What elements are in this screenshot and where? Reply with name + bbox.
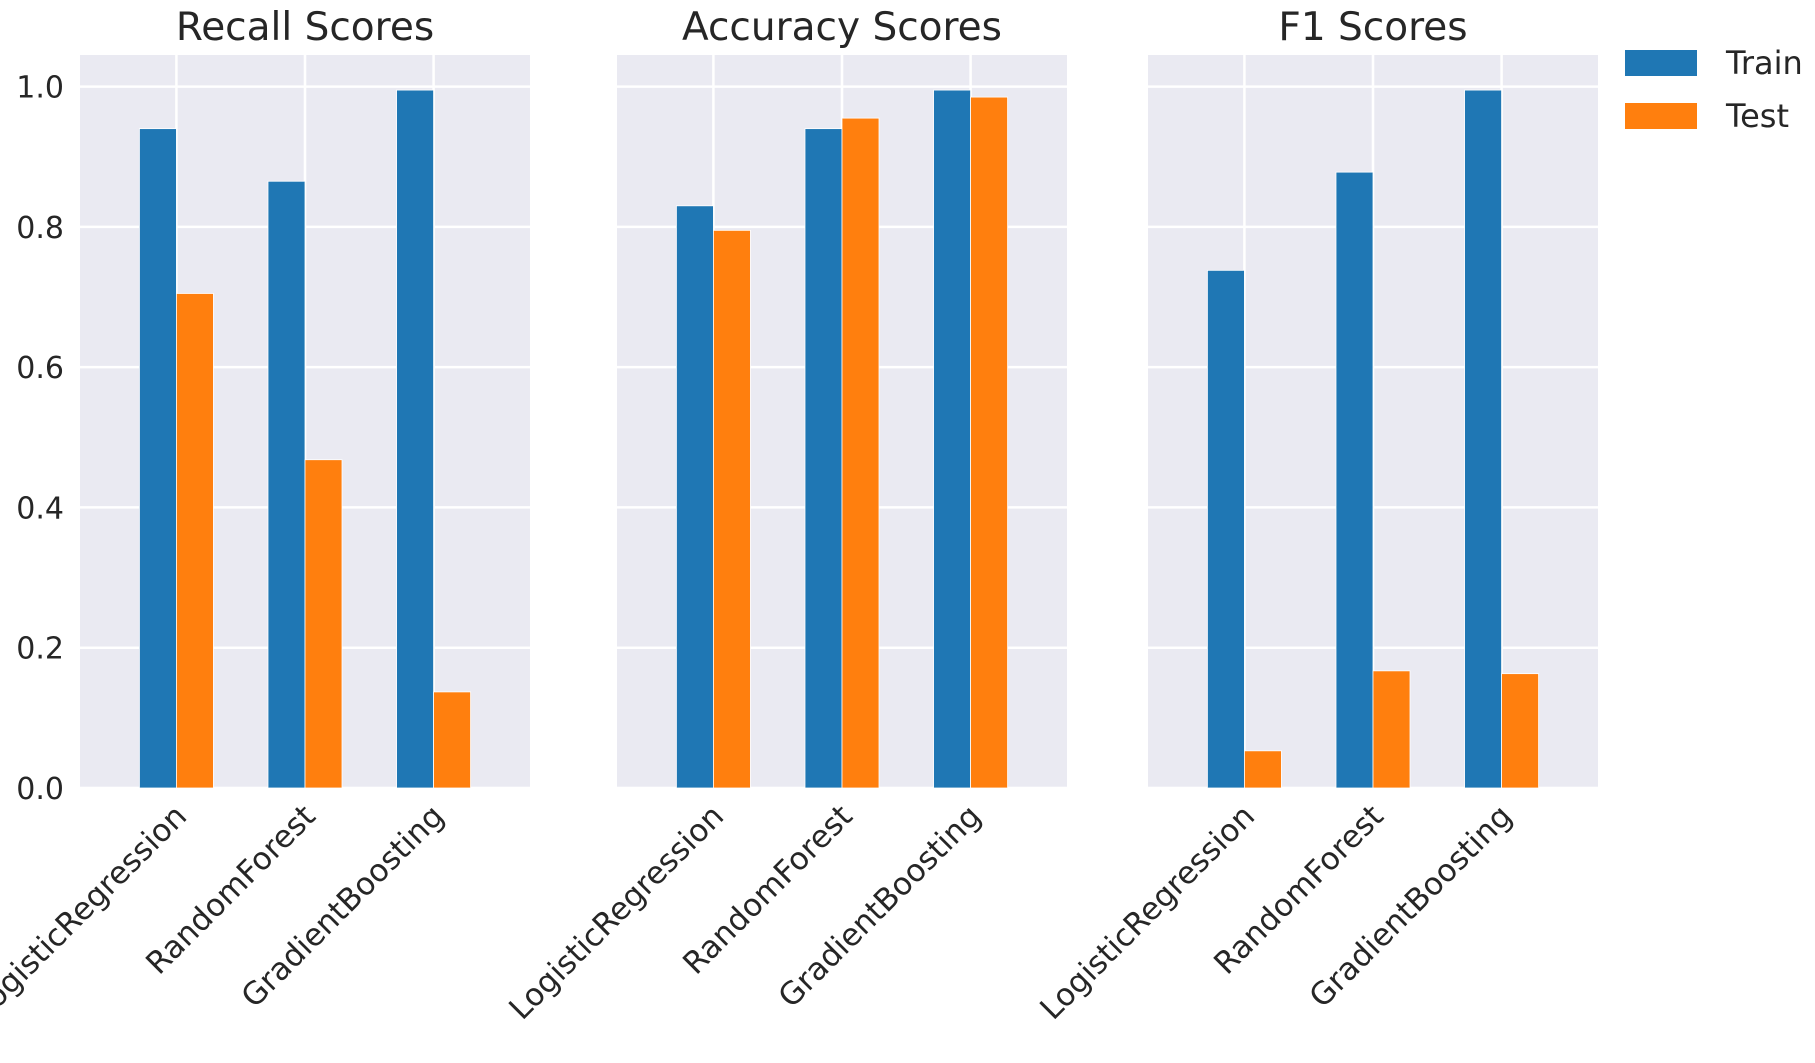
bar-train xyxy=(1335,171,1374,789)
bar-test xyxy=(304,459,343,789)
legend-label-train: Train xyxy=(1725,44,1803,82)
chart-title: Recall Scores xyxy=(176,5,434,50)
bar-train xyxy=(267,180,306,789)
bar-test xyxy=(433,691,471,789)
legend-swatch-train xyxy=(1625,50,1697,76)
x-tick-label: LogisticRegression xyxy=(1033,798,1262,1027)
bar-test xyxy=(1244,750,1282,789)
y-tick-label: 1.0 xyxy=(16,71,64,106)
bar-test xyxy=(176,293,214,789)
bar-train xyxy=(1207,269,1245,789)
bar-train xyxy=(676,205,714,789)
bar-train xyxy=(139,128,177,789)
bar-train xyxy=(396,89,434,789)
bar-train xyxy=(804,128,843,789)
bar-train xyxy=(1464,89,1502,789)
y-tick-label: 0.4 xyxy=(16,491,64,526)
y-tick-label: 0.2 xyxy=(16,632,64,667)
y-tick-label: 0.8 xyxy=(16,211,64,246)
legend-swatch-test xyxy=(1625,103,1697,129)
bar-test xyxy=(970,96,1008,789)
bar-train xyxy=(933,89,971,789)
legend-label-test: Test xyxy=(1725,97,1789,135)
bar-test xyxy=(1501,673,1539,789)
y-tick-label: 0.6 xyxy=(16,351,64,386)
x-tick-label: LogisticRegression xyxy=(502,798,731,1027)
y-tick-label: 0.0 xyxy=(16,772,64,807)
chart-title: F1 Scores xyxy=(1278,5,1467,50)
bar-test xyxy=(1372,670,1411,789)
x-tick-label: LogisticRegression xyxy=(0,798,194,1027)
chart-title: Accuracy Scores xyxy=(682,5,1002,50)
bar-test xyxy=(713,229,751,789)
bar-test xyxy=(841,117,880,789)
